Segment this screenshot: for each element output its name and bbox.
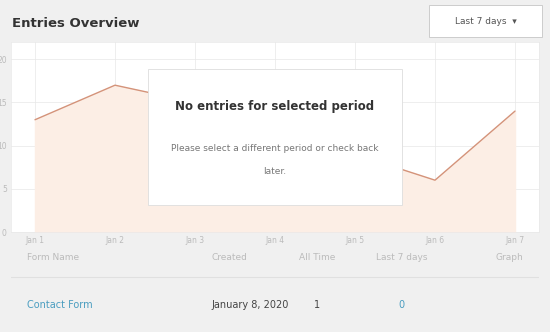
Text: Please select a different period or check back: Please select a different period or chec… xyxy=(171,144,379,153)
Text: Graph: Graph xyxy=(496,253,523,262)
Text: Entries Overview: Entries Overview xyxy=(12,17,140,30)
Text: 0: 0 xyxy=(399,300,405,310)
FancyBboxPatch shape xyxy=(148,69,402,206)
Text: Contact Form: Contact Form xyxy=(27,300,92,310)
Text: January 8, 2020: January 8, 2020 xyxy=(212,300,289,310)
FancyBboxPatch shape xyxy=(429,5,542,37)
Text: Last 7 days: Last 7 days xyxy=(376,253,427,262)
Text: No entries for selected period: No entries for selected period xyxy=(175,100,375,113)
Text: Form Name: Form Name xyxy=(27,253,79,262)
Text: All Time: All Time xyxy=(299,253,336,262)
Text: later.: later. xyxy=(263,167,287,176)
Text: Last 7 days  ▾: Last 7 days ▾ xyxy=(455,17,516,26)
Text: 1: 1 xyxy=(314,300,320,310)
Text: Created: Created xyxy=(212,253,248,262)
